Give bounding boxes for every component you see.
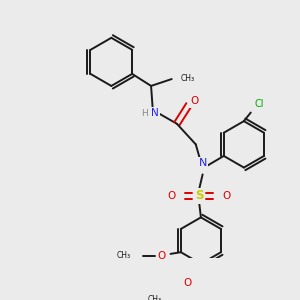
Text: O: O bbox=[183, 278, 191, 288]
Text: H: H bbox=[141, 109, 148, 118]
Text: O: O bbox=[190, 96, 198, 106]
Text: CH₃: CH₃ bbox=[147, 296, 161, 300]
Text: S: S bbox=[195, 189, 203, 203]
Text: CH₃: CH₃ bbox=[180, 74, 194, 83]
Text: O: O bbox=[158, 250, 166, 261]
Text: N: N bbox=[151, 108, 158, 118]
Text: CH₃: CH₃ bbox=[117, 251, 131, 260]
Text: O: O bbox=[223, 191, 231, 201]
Text: Cl: Cl bbox=[255, 99, 264, 109]
Text: O: O bbox=[168, 191, 176, 201]
Text: N: N bbox=[198, 158, 207, 168]
